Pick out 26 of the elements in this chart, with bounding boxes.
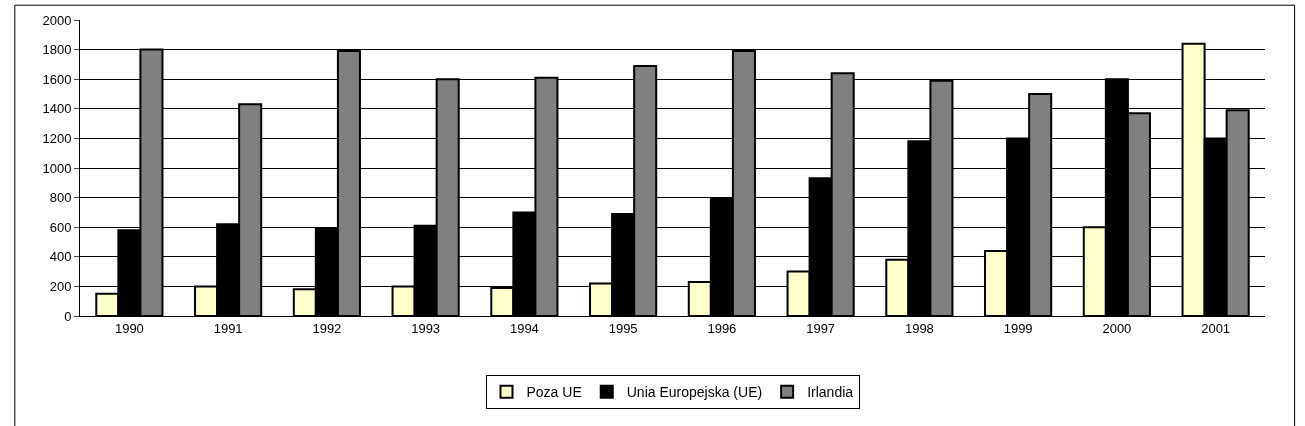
x-tick-label: 1995 (608, 320, 638, 336)
x-tick-label: 1999 (1003, 320, 1033, 336)
x-tick-label: 1998 (904, 320, 934, 336)
y-tick-label: 1000 (42, 160, 72, 176)
x-tick-label: 1996 (707, 320, 737, 336)
x-tick-label: 1993 (411, 320, 441, 336)
x-tick-label: 1997 (806, 320, 836, 336)
x-tick-label: 2000 (1102, 320, 1132, 336)
y-tick-label: 600 (49, 219, 72, 235)
y-tick-label: 1400 (42, 101, 72, 117)
x-tick-label: 1994 (509, 320, 539, 336)
y-tick-label: 400 (49, 249, 72, 265)
x-tick-label: 1990 (114, 320, 144, 336)
legend-label: Irlandia (807, 384, 854, 401)
x-tick-label: 1992 (312, 320, 342, 336)
legend-label: Poza UE (526, 384, 582, 401)
x-tick-label: 2001 (1201, 320, 1231, 336)
y-tick-label: 800 (49, 190, 72, 206)
y-tick-label: 2000 (42, 12, 72, 28)
x-tick-label: 1991 (213, 320, 243, 336)
legend-label: Unia Europejska (UE) (626, 384, 763, 401)
y-tick-label: 1200 (42, 130, 72, 146)
y-tick-label: 1600 (42, 71, 72, 87)
y-tick-label: 1800 (42, 42, 72, 58)
y-tick-label: 0 (64, 308, 72, 324)
y-tick-label: 200 (49, 278, 72, 294)
